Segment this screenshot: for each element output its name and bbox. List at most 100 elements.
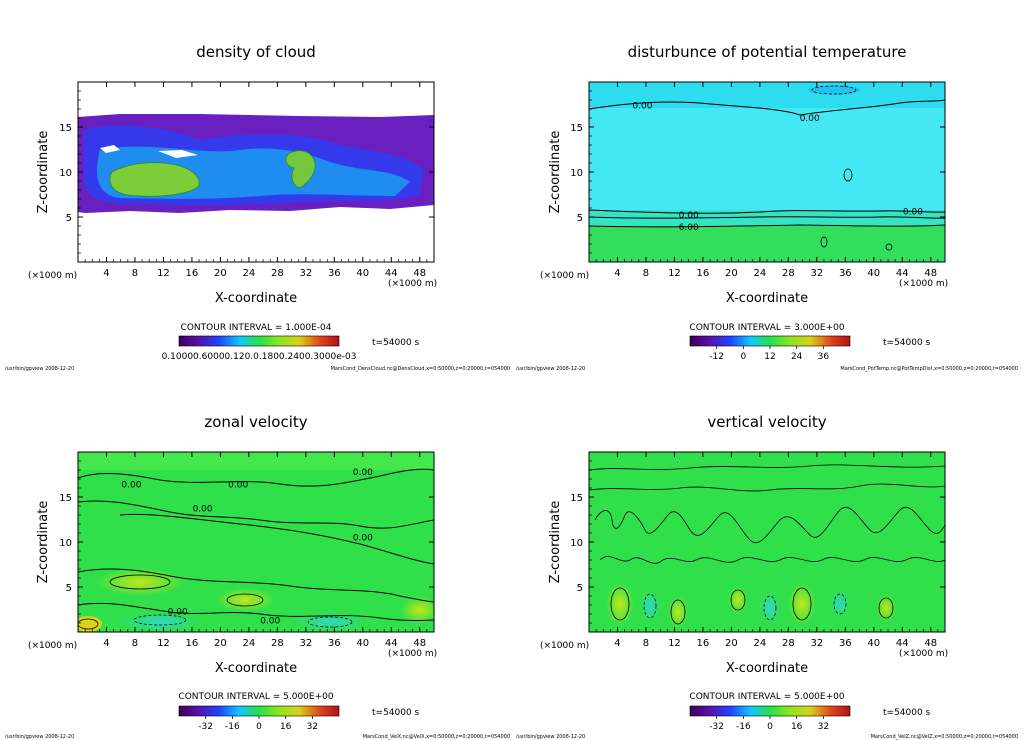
contour-line (589, 99, 945, 116)
contour-line (589, 216, 945, 219)
x-tick-label: 16 (186, 268, 199, 279)
x-tick-label: 44 (896, 638, 909, 649)
colorbar-tick-label: 16 (280, 722, 292, 732)
x-axis-label: X-coordinate (215, 661, 297, 676)
cloud-core-right (285, 150, 316, 189)
panel-title: vertical velocity (707, 413, 826, 431)
panel-title: density of cloud (196, 43, 316, 61)
x-tick-label: 16 (697, 638, 710, 649)
x-tick-label: 20 (214, 638, 227, 649)
contour-label: 0.00 (260, 616, 280, 626)
x-tick-label: 24 (754, 268, 767, 279)
x-tick-label: 20 (725, 638, 738, 649)
x-tick-label: 8 (643, 638, 649, 649)
footer-left: /usr/bin/gpview 2008-12-20 (516, 366, 585, 372)
colorbar (689, 705, 851, 717)
vertical-velocity-panel: vertical velocity 4 8 12 16 20 24 28 32 36 (516, 413, 1018, 740)
footer-left: /usr/bin/gpview 2008-12-20 (5, 366, 74, 372)
contour-line (589, 224, 945, 228)
colorbar-ticks: -32 -16 0 16 32 (198, 716, 318, 732)
contour-label: 0.00 (632, 101, 652, 111)
x-tick-label: 32 (810, 268, 823, 279)
cloud-core-left (109, 162, 200, 197)
x-tick-label: 4 (103, 268, 109, 279)
x-tick-label: 36 (328, 268, 341, 279)
contour-loop (878, 597, 894, 619)
panel-title: disturbunce of potential temperature (628, 43, 907, 61)
colorbar-tick-label: -12 (709, 352, 724, 362)
footer-right: MarsCond_VelZ.nc@VelZ,x=0:50000,z=0:2000… (871, 734, 1018, 740)
y-tick-label: 15 (59, 493, 72, 504)
x-tick-label: 44 (896, 268, 909, 279)
x-tick-label: 12 (157, 268, 170, 279)
contour-label: 0.00 (800, 114, 820, 124)
contour-label: 0.00 (168, 607, 188, 617)
x-tick-label: 12 (668, 268, 681, 279)
x-tick-label: 8 (132, 638, 138, 649)
x-tick-label: 28 (271, 638, 284, 649)
x-tick-label: 16 (186, 638, 199, 649)
contour-loop (133, 614, 187, 626)
contour-line (589, 483, 945, 492)
x-tick-label: 36 (839, 268, 852, 279)
x-tick-label: 20 (214, 268, 227, 279)
y-tick-label: 10 (59, 168, 72, 179)
colorbar-tick-label: 0 (767, 722, 773, 732)
potential-temperature-field (589, 82, 945, 262)
z-unit-label: (×1000 m) (28, 641, 77, 651)
y-axis-label: Z-coordinate (548, 131, 563, 214)
x-tick-label: 36 (839, 638, 852, 649)
colorbar-tick-label: -16 (225, 722, 240, 732)
y-tick-label: 5 (66, 213, 72, 224)
x-tick-label: 24 (754, 638, 767, 649)
time-label: t=54000 s (372, 708, 420, 718)
x-tick-label: 28 (271, 268, 284, 279)
y-tick-label: 10 (570, 168, 583, 179)
contour-label: 0.00 (193, 505, 213, 515)
y-axis-label: Z-coordinate (36, 131, 51, 214)
density-field (78, 82, 434, 262)
cloud-gap (100, 145, 120, 153)
y-tick-label: 5 (577, 213, 583, 224)
contour-interval-label: CONTOUR INTERVAL = 5.000E+00 (178, 692, 333, 702)
x-tick-label: 4 (614, 268, 620, 279)
z-unit-label: (×1000 m) (540, 271, 589, 281)
contour-label: 0.00 (903, 208, 923, 218)
x-tick-label: 48 (924, 638, 937, 649)
contour-loop (109, 574, 171, 590)
contour-loop (643, 593, 657, 619)
y-axis-label: Z-coordinate (36, 501, 51, 584)
cloud-gap (158, 150, 198, 158)
x-tick-label: 32 (299, 268, 312, 279)
contour-loop (763, 595, 777, 621)
x-tick-label: 12 (157, 638, 170, 649)
time-label: t=54000 s (372, 338, 420, 348)
contour-line (78, 468, 434, 487)
x-tick-label: 44 (385, 638, 398, 649)
contour-label: 0.00 (121, 480, 141, 490)
y-tick-label: 15 (59, 123, 72, 134)
contour-interval-label: CONTOUR INTERVAL = 1.000E-04 (181, 323, 332, 333)
contour-line (78, 500, 434, 529)
z-unit-label: (×1000 m) (28, 271, 77, 281)
x-unit-label: (×1000 m) (899, 649, 948, 659)
colorbar (689, 335, 851, 347)
x-unit-label: (×1000 m) (388, 649, 437, 659)
contour-interval-label: CONTOUR INTERVAL = 5.000E+00 (689, 692, 844, 702)
footer-left: /usr/bin/gpview 2008-12-20 (5, 734, 74, 740)
colorbar-tick-labels: 0.10000.60000.120.0.1800.2400.3000e-03 (162, 352, 357, 362)
colorbar-tick-label: -32 (198, 722, 213, 732)
contour-label: 0.00 (679, 211, 699, 221)
contour-interval-label: CONTOUR INTERVAL = 3.000E+00 (689, 323, 844, 333)
colorbar (178, 705, 340, 717)
contour-loop (307, 616, 353, 628)
contour-label: 0.00 (353, 468, 373, 478)
x-tick-label: 32 (299, 638, 312, 649)
contour-loop (670, 599, 686, 625)
contour-line (119, 513, 434, 565)
contour-line (589, 464, 945, 471)
x-unit-label: (×1000 m) (899, 279, 948, 289)
